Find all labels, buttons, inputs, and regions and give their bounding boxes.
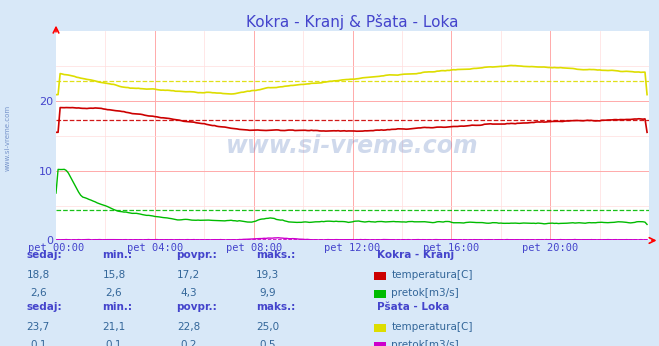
- Text: povpr.:: povpr.:: [177, 302, 217, 312]
- Text: 18,8: 18,8: [26, 270, 50, 280]
- Title: Kokra - Kranj & Pšata - Loka: Kokra - Kranj & Pšata - Loka: [246, 14, 459, 30]
- Text: sedaj:: sedaj:: [26, 250, 62, 260]
- Text: maks.:: maks.:: [256, 302, 295, 312]
- Text: 21,1: 21,1: [102, 322, 126, 332]
- Text: 9,9: 9,9: [259, 288, 276, 298]
- Text: povpr.:: povpr.:: [177, 250, 217, 260]
- Text: 22,8: 22,8: [177, 322, 200, 332]
- Text: 0,1: 0,1: [30, 340, 47, 346]
- Text: pretok[m3/s]: pretok[m3/s]: [391, 288, 459, 298]
- Text: 2,6: 2,6: [105, 288, 123, 298]
- Text: 25,0: 25,0: [256, 322, 279, 332]
- Text: 0,1: 0,1: [105, 340, 123, 346]
- Text: 15,8: 15,8: [102, 270, 126, 280]
- Text: 19,3: 19,3: [256, 270, 279, 280]
- Text: Pšata - Loka: Pšata - Loka: [377, 302, 449, 312]
- Text: temperatura[C]: temperatura[C]: [391, 322, 473, 332]
- Text: sedaj:: sedaj:: [26, 302, 62, 312]
- Text: maks.:: maks.:: [256, 250, 295, 260]
- Text: 2,6: 2,6: [30, 288, 47, 298]
- Text: www.si-vreme.com: www.si-vreme.com: [5, 105, 11, 172]
- Text: www.si-vreme.com: www.si-vreme.com: [226, 134, 479, 158]
- Text: 0,2: 0,2: [180, 340, 197, 346]
- Text: min.:: min.:: [102, 302, 132, 312]
- Text: 4,3: 4,3: [180, 288, 197, 298]
- Text: min.:: min.:: [102, 250, 132, 260]
- Text: Kokra - Kranj: Kokra - Kranj: [377, 250, 454, 260]
- Text: 17,2: 17,2: [177, 270, 200, 280]
- Text: temperatura[C]: temperatura[C]: [391, 270, 473, 280]
- Text: 0,5: 0,5: [259, 340, 276, 346]
- Text: 23,7: 23,7: [26, 322, 50, 332]
- Text: pretok[m3/s]: pretok[m3/s]: [391, 340, 459, 346]
